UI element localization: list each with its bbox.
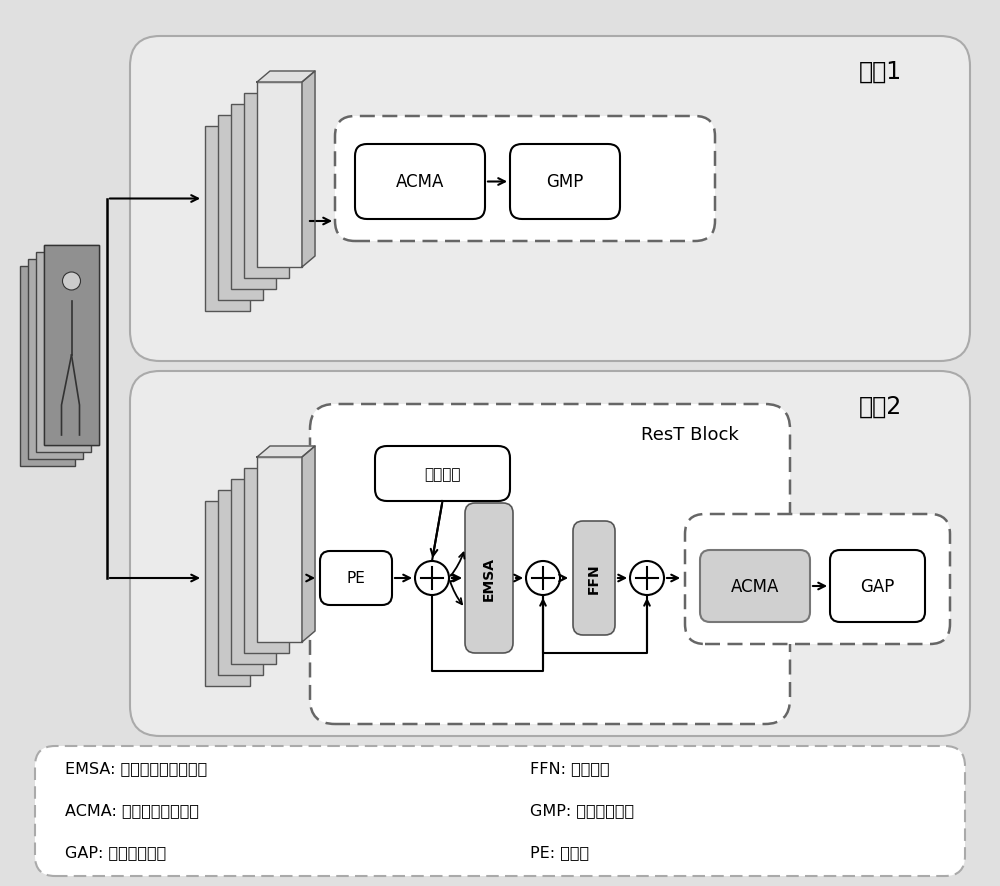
Circle shape xyxy=(630,562,664,595)
Bar xyxy=(257,457,302,642)
FancyBboxPatch shape xyxy=(320,551,392,605)
Polygon shape xyxy=(257,72,315,83)
FancyBboxPatch shape xyxy=(830,550,925,622)
Text: ACMA: 自适应通道互感知: ACMA: 自适应通道互感知 xyxy=(65,803,199,818)
Text: EMSA: 有效的多头自注意力: EMSA: 有效的多头自注意力 xyxy=(65,761,207,775)
Circle shape xyxy=(526,562,560,595)
Text: FFN: 前馈网络: FFN: 前馈网络 xyxy=(530,761,610,775)
Bar xyxy=(36,253,91,453)
Text: ACMA: ACMA xyxy=(396,174,444,191)
FancyBboxPatch shape xyxy=(130,371,970,736)
FancyBboxPatch shape xyxy=(465,503,513,653)
Bar xyxy=(20,267,75,466)
FancyBboxPatch shape xyxy=(700,550,810,622)
Bar xyxy=(244,469,289,653)
Bar xyxy=(205,501,250,687)
Bar xyxy=(218,491,263,675)
Bar xyxy=(231,479,276,664)
Bar xyxy=(257,83,302,268)
Polygon shape xyxy=(302,447,315,642)
FancyBboxPatch shape xyxy=(685,515,950,644)
FancyBboxPatch shape xyxy=(35,746,965,876)
Bar xyxy=(218,116,263,300)
Circle shape xyxy=(415,562,449,595)
FancyBboxPatch shape xyxy=(573,522,615,635)
Bar xyxy=(205,127,250,312)
FancyBboxPatch shape xyxy=(310,405,790,724)
Text: PE: 块嵌入: PE: 块嵌入 xyxy=(530,844,589,859)
Text: EMSA: EMSA xyxy=(482,556,496,601)
Text: GMP: 全局最大池化: GMP: 全局最大池化 xyxy=(530,803,634,818)
Circle shape xyxy=(63,273,81,291)
Polygon shape xyxy=(302,72,315,268)
FancyBboxPatch shape xyxy=(355,144,485,220)
Polygon shape xyxy=(257,447,315,457)
Text: 位置编码: 位置编码 xyxy=(424,466,461,481)
Text: 网的1: 网的1 xyxy=(858,60,902,84)
Text: 网的2: 网的2 xyxy=(858,394,902,418)
Text: GAP: 全局平均池化: GAP: 全局平均池化 xyxy=(65,844,166,859)
Bar xyxy=(231,105,276,290)
Text: ACMA: ACMA xyxy=(731,578,779,595)
FancyBboxPatch shape xyxy=(130,37,970,361)
FancyBboxPatch shape xyxy=(375,447,510,501)
Bar xyxy=(28,260,83,460)
Text: GMP: GMP xyxy=(546,174,584,191)
Text: PE: PE xyxy=(347,571,365,586)
Bar xyxy=(244,94,289,279)
FancyBboxPatch shape xyxy=(510,144,620,220)
Bar xyxy=(44,245,99,446)
Text: ResT Block: ResT Block xyxy=(641,425,739,444)
Text: GAP: GAP xyxy=(860,578,895,595)
Text: FFN: FFN xyxy=(587,563,601,594)
Bar xyxy=(44,245,99,446)
FancyBboxPatch shape xyxy=(335,117,715,242)
